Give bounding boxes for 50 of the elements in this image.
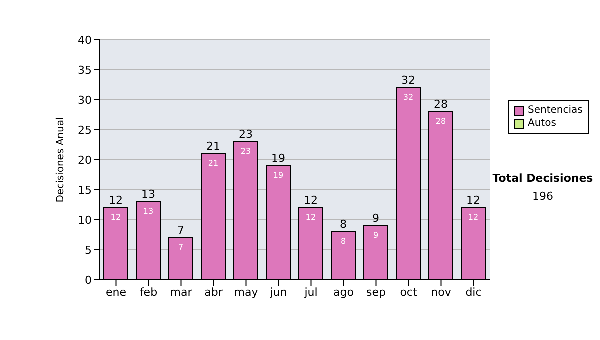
y-tick-label: 15 — [78, 184, 92, 197]
x-tick-label: dic — [466, 286, 482, 299]
y-axis-title: Decisiones Anual — [56, 117, 67, 203]
x-tick-label: ene — [106, 286, 127, 299]
y-tick-label: 35 — [78, 64, 92, 77]
x-tick-label: jun — [269, 286, 288, 299]
y-tick-label: 10 — [78, 214, 92, 227]
data-label: 19 — [273, 171, 284, 180]
total-label: 7 — [178, 224, 184, 237]
total-label: 12 — [109, 194, 123, 207]
y-tick-label: 5 — [85, 244, 92, 257]
x-tick-label: jul — [304, 286, 318, 299]
total-label: 9 — [372, 212, 380, 225]
y-tick-label: 0 — [85, 274, 92, 287]
data-label: 8 — [340, 237, 346, 246]
x-tick-label: sep — [366, 286, 386, 299]
total-label: 8 — [340, 218, 347, 231]
total-label: 32 — [402, 74, 416, 87]
data-label: 21 — [208, 159, 219, 168]
data-label: 7 — [178, 243, 184, 252]
x-tick-label: feb — [140, 286, 158, 299]
x-tick-label: mar — [170, 286, 193, 299]
text: 196 — [532, 190, 554, 203]
y-tick-label: 25 — [78, 124, 92, 137]
data-label: 12 — [110, 213, 122, 222]
data-label: 9 — [373, 231, 379, 240]
total-label: 13 — [142, 188, 156, 201]
total-label: 21 — [206, 140, 220, 153]
x-tick-label: nov — [431, 286, 452, 299]
legend-label: Sentencias — [528, 104, 583, 117]
y-tick-label: 40 — [78, 34, 92, 47]
x-tick-label: ago — [334, 286, 354, 299]
total-label: 23 — [239, 128, 253, 141]
data-label: 28 — [436, 117, 446, 126]
text: Total Decisiones — [492, 172, 594, 185]
data-label: 12 — [468, 213, 479, 222]
x-tick-label: may — [234, 286, 259, 299]
data-label: 23 — [240, 147, 252, 156]
data-label: 32 — [403, 93, 414, 102]
total-label: 12 — [304, 194, 318, 207]
y-tick-label: 20 — [78, 154, 92, 167]
data-label: 13 — [143, 207, 154, 216]
x-tick-label: abr — [204, 286, 224, 299]
total-label: 28 — [434, 98, 448, 111]
data-label: 12 — [306, 213, 316, 222]
total-label: 19 — [272, 152, 286, 165]
x-tick-label: oct — [400, 286, 418, 299]
legend-label: Autos — [528, 117, 556, 130]
total-label: 12 — [466, 194, 480, 207]
y-tick-label: 30 — [78, 94, 92, 107]
